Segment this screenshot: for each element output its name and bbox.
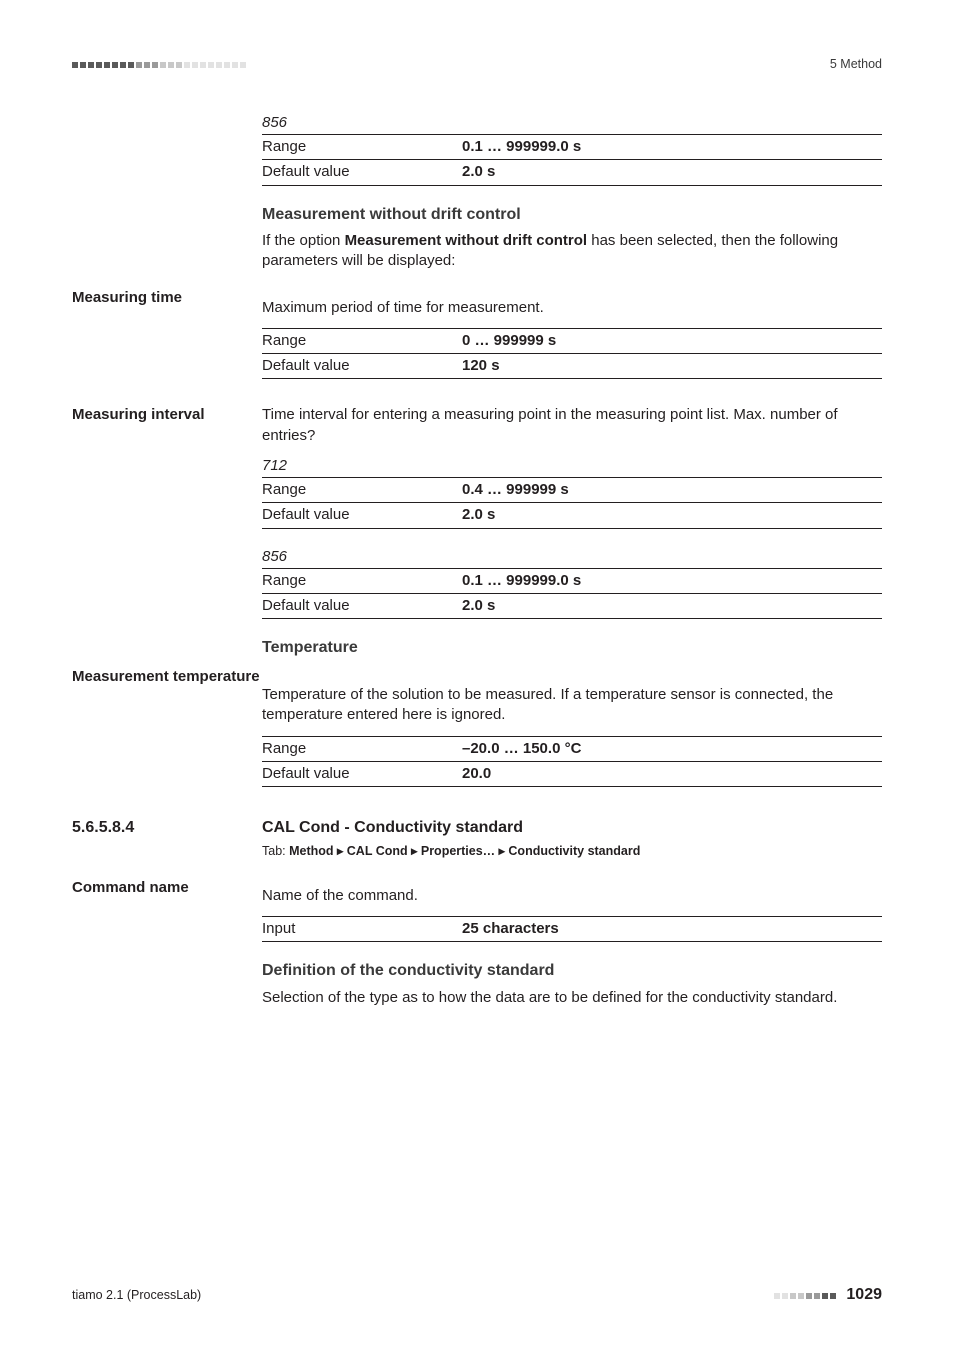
table-head-856a: 856 [262, 113, 882, 135]
label-measurement-temperature: Measurement temperature [72, 667, 260, 687]
kv-val: 20.0 [462, 762, 882, 786]
label-command-name: Command name [72, 878, 189, 898]
kv-val: 25 characters [462, 917, 882, 941]
kv-key: Default value [262, 354, 462, 378]
block-command-name: Name of the command. Input 25 characters… [262, 886, 882, 1008]
tab-path: Tab: Method ▸ CAL Cond ▸ Properties… ▸ C… [262, 843, 882, 860]
desc-measuring-time: Maximum period of time for measurement. [262, 298, 882, 318]
block-measuring-time: Maximum period of time for measurement. … [262, 298, 882, 380]
table-head-712: 712 [262, 456, 882, 478]
desc-command-name: Name of the command. [262, 886, 882, 906]
kv-val: 0.4 … 999999 s [462, 478, 882, 502]
kv-val: 2.0 s [462, 160, 882, 184]
footer-right: 1029 [774, 1284, 882, 1306]
block-856-a: 856 Range 0.1 … 999999.0 s Default value… [262, 113, 882, 272]
page-number: 1029 [846, 1284, 882, 1306]
table-head-856b: 856 [262, 547, 882, 569]
kv-val: 2.0 s [462, 503, 882, 527]
page-footer: tiamo 2.1 (ProcessLab) 1029 [72, 1284, 882, 1306]
kv-val: 0.1 … 999999.0 s [462, 135, 882, 159]
label-measuring-time: Measuring time [72, 288, 182, 308]
heading-mwdc: Measurement without drift control [262, 204, 882, 226]
kv-key: Default value [262, 503, 462, 527]
subsection-number: 5.6.5.8.4 [72, 817, 262, 839]
tab-prefix: Tab: [262, 844, 289, 858]
kv-key: Range [262, 569, 462, 593]
desc-def-std: Selection of the type as to how the data… [262, 988, 882, 1008]
subsection-body: Tab: Method ▸ CAL Cond ▸ Properties… ▸ C… [262, 843, 882, 860]
desc-temperature: Temperature of the solution to be measur… [262, 685, 882, 726]
kv-val: 120 s [462, 354, 882, 378]
tab-path-text: Method ▸ CAL Cond ▸ Properties… ▸ Conduc… [289, 844, 640, 858]
block-temperature: Temperature of the solution to be measur… [262, 685, 882, 787]
kv-val: 0 … 999999 s [462, 329, 882, 353]
footer-left: tiamo 2.1 (ProcessLab) [72, 1287, 201, 1304]
paragraph-mwdc: If the option Measurement without drift … [262, 231, 882, 272]
kv-key: Default value [262, 762, 462, 786]
page-header: 5 Method [72, 56, 882, 73]
kv-key: Range [262, 329, 462, 353]
kv-key: Range [262, 737, 462, 761]
subsection-title: CAL Cond - Conductivity standard [262, 817, 523, 839]
header-chapter: 5 Method [830, 56, 882, 73]
heading-temperature: Temperature [262, 637, 882, 659]
heading-def-std: Definition of the conductivity standard [262, 960, 882, 982]
label-measuring-interval: Measuring interval [72, 405, 205, 425]
kv-key: Range [262, 478, 462, 502]
page: 5 Method 856 Range 0.1 … 999999.0 s Defa… [0, 0, 954, 1350]
kv-val: 2.0 s [462, 594, 882, 618]
text-bold: Measurement without drift control [345, 232, 588, 249]
kv-val: –20.0 … 150.0 °C [462, 737, 882, 761]
text: If the option [262, 232, 345, 249]
header-left-squares [72, 56, 248, 73]
block-measuring-interval: Time interval for entering a measuring p… [262, 405, 882, 659]
kv-key: Range [262, 135, 462, 159]
kv-key: Default value [262, 594, 462, 618]
kv-val: 0.1 … 999999.0 s [462, 569, 882, 593]
kv-key: Default value [262, 160, 462, 184]
kv-key: Input [262, 917, 462, 941]
subsection-heading: 5.6.5.8.4 CAL Cond - Conductivity standa… [72, 817, 882, 839]
desc-measuring-interval: Time interval for entering a measuring p… [262, 405, 882, 446]
